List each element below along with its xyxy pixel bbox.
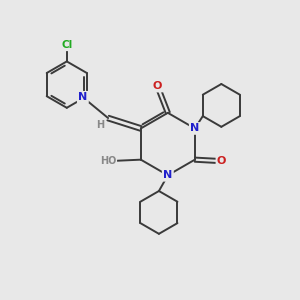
Text: O: O (153, 81, 162, 91)
Text: N: N (190, 124, 200, 134)
Text: N: N (78, 92, 88, 102)
Text: HO: HO (100, 156, 116, 166)
Text: H: H (97, 121, 105, 130)
Text: O: O (217, 156, 226, 166)
Text: N: N (163, 170, 172, 180)
Text: Cl: Cl (61, 40, 72, 50)
